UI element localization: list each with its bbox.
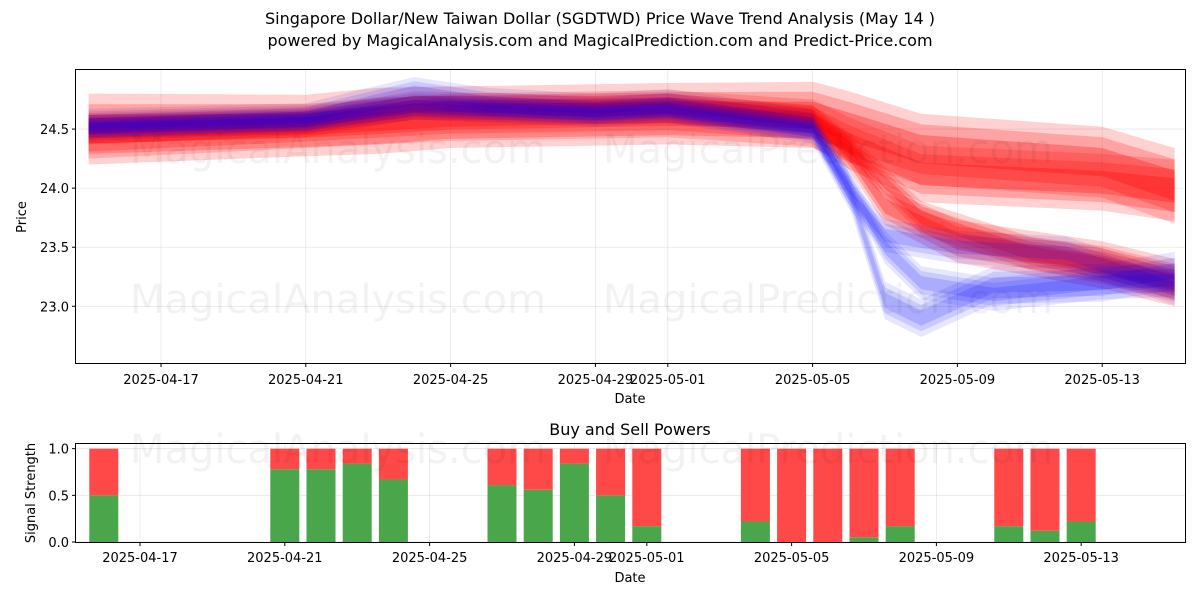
watermark-analysis-bottom: MagicalAnalysis.com [130,427,546,473]
sell-bar [378,448,408,480]
sell-bar [813,448,843,542]
buy-bar [596,495,626,542]
price-x-tick-label: 2025-05-13 [1064,373,1140,388]
buy-bar [994,526,1024,542]
sell-bar [849,448,879,538]
price-x-axis-label: Date [614,392,645,407]
powers-x-tick-label: 2025-05-05 [754,551,830,566]
watermark-prediction-top: MagicalPrediction.com [603,127,1053,173]
wave-band-red-0-2 [88,101,1175,201]
wave-band-blue-5-2 [88,100,1175,302]
watermark-analysis-mid: MagicalAnalysis.com [130,277,546,323]
wave-band-blue-5-1 [88,97,1175,307]
powers-x-tick-label: 2025-04-29 [537,551,613,566]
wave-band-red-0-1 [88,91,1175,213]
wave-band-red-0-0 [88,81,1175,224]
price-y-tick-label: 23.0 [40,300,69,315]
price-x-tick-label: 2025-04-21 [268,373,344,388]
buy-bar [378,479,408,542]
sell-bar [1066,448,1096,522]
wave-band-red-3-0 [88,93,1175,302]
price-axes-ticks: 2025-04-17 2025-04-21 2025-04-25 2025-04-29… [40,123,1140,388]
wave-bands [88,77,1175,337]
powers-y-tick-label: 0.5 [48,489,69,504]
sell-bar [740,448,770,522]
wave-band-blue-5-0 [88,93,1175,311]
buy-bar [89,495,119,542]
sell-bar [523,448,553,490]
price-y-tick-label: 24.0 [40,182,69,197]
powers-x-axis-label: Date [614,571,645,586]
wave-band-red-1-0 [88,90,1175,222]
buy-bar [849,537,879,542]
buy-bar [740,521,770,542]
buy-bar [885,526,915,542]
wave-band-red-3-1 [88,97,1175,296]
watermark-analysis-top: MagicalAnalysis.com [130,127,546,173]
price-x-tick-label: 2025-04-17 [123,373,199,388]
buy-bar [1066,521,1096,542]
sell-bar [487,448,517,486]
powers-x-tick-label: 2025-04-17 [102,551,178,566]
sell-bar [994,448,1024,527]
price-x-tick-label: 2025-04-29 [558,373,634,388]
sell-bar [632,448,662,527]
sell-bar [89,448,119,496]
watermark-prediction-bottom: MagicalPrediction.com [603,427,1053,473]
powers-x-tick-label: 2025-05-01 [609,551,685,566]
sell-bar [1030,448,1060,531]
sell-bar [559,448,589,464]
sell-bar [596,448,626,496]
powers-plot-frame [75,443,1186,543]
wave-band-red-1-1 [88,97,1175,212]
buy-bar [559,463,589,542]
wave-band-red-3-2 [88,100,1175,291]
chart-title: Singapore Dollar/New Taiwan Dollar (SGDT… [265,9,935,28]
price-grid [76,70,1185,363]
price-x-tick-label: 2025-04-25 [413,373,489,388]
buy-bar [632,526,662,542]
chart-subtitle: powered by MagicalAnalysis.com and Magic… [267,31,933,50]
buy-bar [270,469,300,542]
powers-y-tick-label: 0.0 [48,536,69,551]
sell-bar [885,448,915,527]
powers-x-tick-label: 2025-04-21 [247,551,323,566]
powers-x-tick-label: 2025-05-09 [899,551,975,566]
buy-bar [342,463,372,542]
watermark-prediction-mid: MagicalPrediction.com [603,277,1053,323]
powers-bars [89,448,1096,542]
sell-bar [270,448,300,470]
price-y-tick-label: 23.5 [40,241,69,256]
buy-bar [487,485,517,542]
price-x-tick-label: 2025-05-01 [630,373,706,388]
wave-band-red-2-0 [88,91,1175,307]
wave-band-red-1-2 [88,104,1175,203]
wave-band-blue-6-2 [88,103,1175,296]
buy-bar [306,469,336,542]
price-x-tick-label: 2025-05-05 [775,373,851,388]
sell-bar [306,448,336,470]
sell-bar [342,448,372,464]
powers-x-tick-label: 2025-04-25 [392,551,468,566]
powers-x-tick-label: 2025-05-13 [1043,551,1119,566]
buy-bar [1030,530,1060,542]
price-y-axis-label: Price [15,201,30,233]
sell-bar [777,448,807,542]
powers-axes-ticks: 2025-04-17 2025-04-21 2025-04-25 2025-04-29… [48,443,1119,566]
wave-band-blue-6-1 [88,99,1175,301]
price-plot-frame [75,69,1186,364]
price-x-tick-label: 2025-05-09 [920,373,996,388]
price-y-tick-label: 24.5 [40,123,69,138]
wave-band-blue-6-0 [88,96,1175,306]
powers-y-tick-label: 1.0 [48,443,69,458]
buy-bar [523,489,553,542]
powers-y-axis-label: Signal Strength [24,443,39,543]
powers-title: Buy and Sell Powers [549,420,711,439]
